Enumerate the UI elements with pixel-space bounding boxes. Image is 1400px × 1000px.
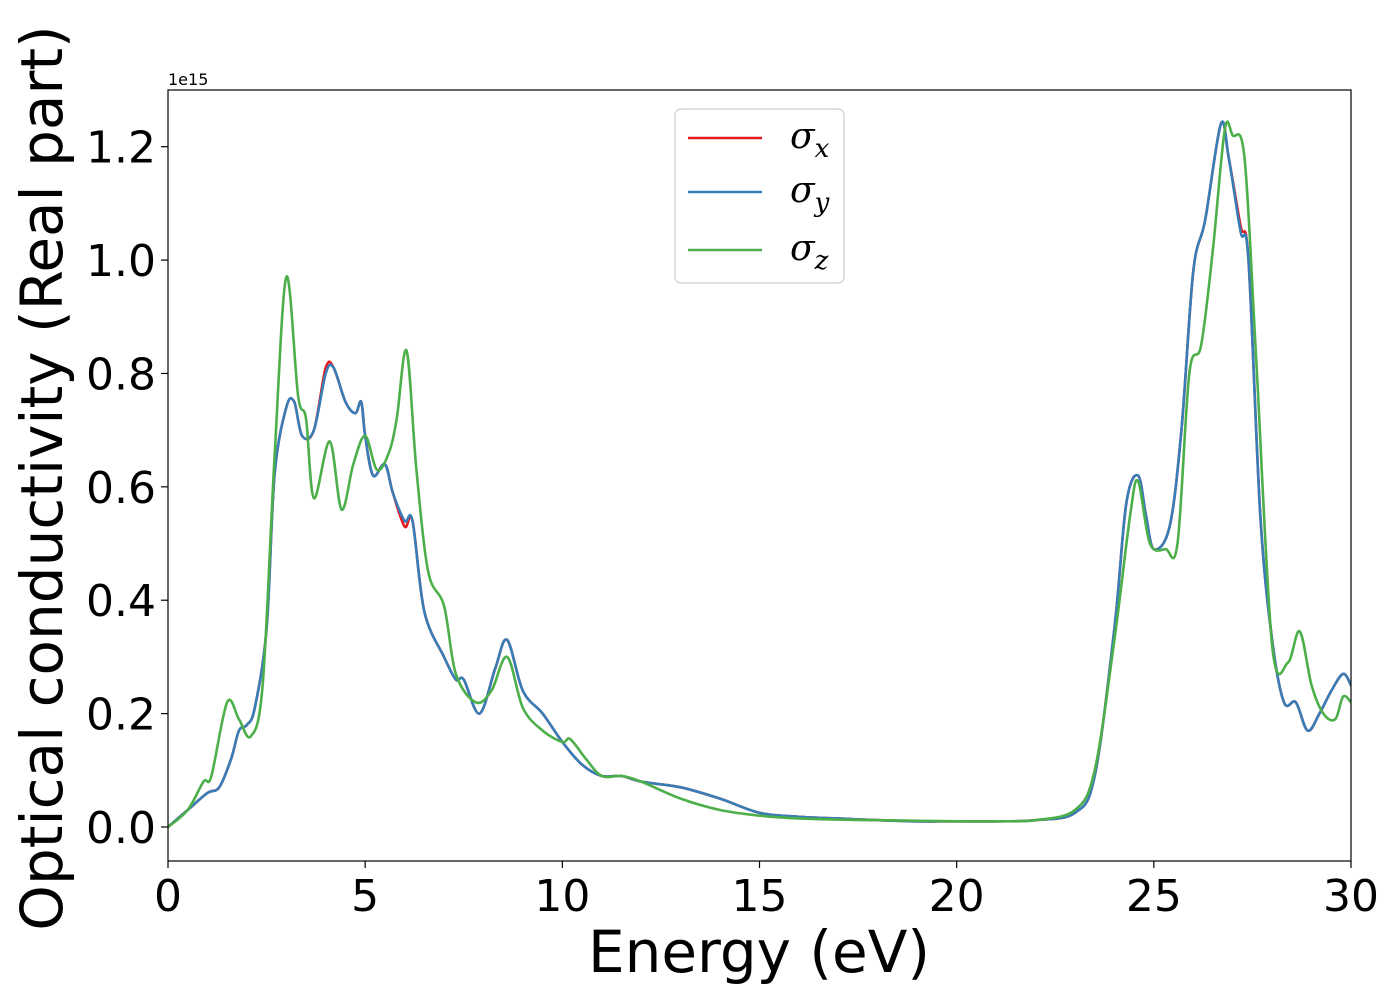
legend-label-z: σz (790, 228, 829, 276)
x-tick-label: 30 (1323, 871, 1379, 922)
y-tick-label: 0.0 (86, 803, 156, 854)
legend-label-x: σx (790, 116, 830, 164)
y-tick-label: 0.4 (86, 576, 156, 627)
y-offset-label: 1e15 (168, 70, 208, 89)
series-layer (168, 120, 1351, 829)
legend-label-y: σy (790, 170, 830, 218)
y-tick-label: 0.6 (86, 463, 156, 514)
x-tick-label: 15 (732, 871, 788, 922)
legend: σx σy σz (674, 108, 845, 284)
series-line-z (168, 120, 1351, 829)
legend-box (674, 108, 845, 284)
x-axis-ticks: 0 5 10 15 20 25 30 (154, 861, 1379, 922)
y-tick-label: 1.2 (86, 123, 156, 174)
x-tick-label: 20 (929, 871, 985, 922)
x-tick-label: 25 (1126, 871, 1182, 922)
y-tick-label: 1.0 (86, 236, 156, 287)
y-axis-ticks: 0.0 0.2 0.4 0.6 0.8 1.0 1.2 (86, 123, 168, 854)
x-tick-label: 10 (534, 871, 590, 922)
x-tick-label: 0 (154, 871, 182, 922)
x-tick-label: 5 (351, 871, 379, 922)
y-tick-label: 0.8 (86, 349, 156, 400)
y-tick-label: 0.2 (86, 690, 156, 741)
y-axis-label: Optical conductivity (Real part) (8, 25, 76, 930)
x-axis-label: Energy (eV) (588, 918, 930, 986)
